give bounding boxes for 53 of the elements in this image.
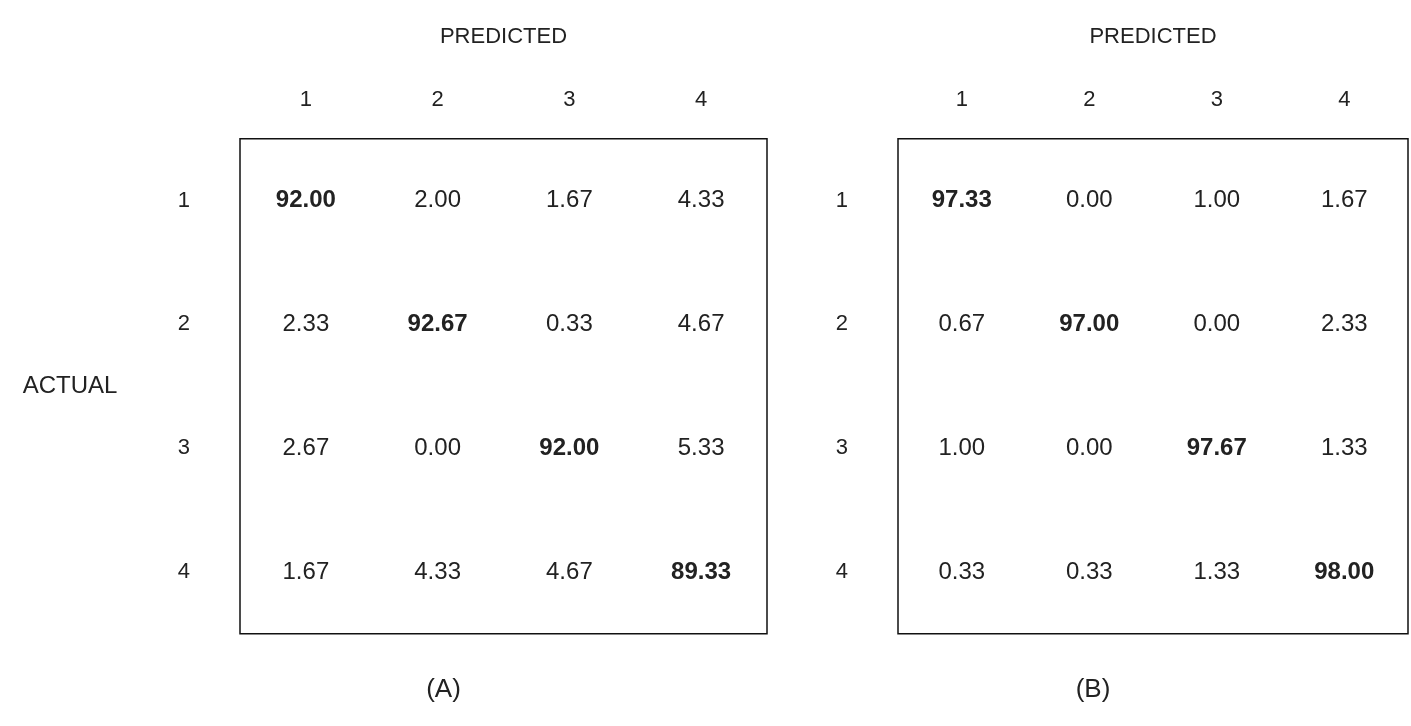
y-tick-label: 2 — [835, 310, 848, 336]
x-tick-label: 4 — [1338, 85, 1351, 111]
data-label: 1.67 — [1320, 185, 1368, 213]
data-label: 92.00 — [275, 185, 336, 213]
y-tick-label: 1 — [177, 186, 190, 212]
data-label: 0.00 — [1065, 185, 1113, 213]
y-tick-label: 1 — [835, 186, 848, 212]
data-label: 5.33 — [677, 432, 725, 460]
x-axis-title: PREDICTED — [1089, 23, 1217, 49]
data-label: 4.33 — [677, 185, 725, 213]
data-label: 2.33 — [282, 309, 330, 337]
data-label: 97.67 — [1186, 432, 1247, 460]
data-label: 4.67 — [677, 309, 725, 337]
x-tick-label: 2 — [431, 85, 444, 111]
data-label: 1.67 — [546, 185, 593, 213]
y-tick-label: 4 — [177, 557, 190, 583]
x-axis-title: PREDICTED — [439, 23, 568, 49]
data-label: 2.00 — [414, 185, 461, 213]
data-label: 98.00 — [1314, 556, 1375, 584]
x-tick-label: 1 — [299, 85, 312, 111]
data-label: 97.33 — [931, 185, 992, 213]
text: (A) — [426, 672, 461, 703]
data-label: 4.33 — [414, 556, 461, 584]
x-tick-label: 3 — [563, 85, 576, 111]
text: (B) — [1075, 672, 1111, 703]
data-label: 89.33 — [671, 556, 732, 584]
data-label: 1.00 — [1193, 185, 1241, 213]
data-label: 1.33 — [1193, 556, 1241, 584]
data-label: 1.33 — [1320, 432, 1368, 460]
data-label: 0.33 — [546, 309, 593, 337]
y-axis-title: ACTUAL — [22, 370, 118, 398]
data-label: 0.00 — [414, 432, 461, 460]
x-tick-label: 1 — [955, 85, 968, 111]
y-tick-label: 3 — [835, 434, 848, 460]
data-label: 0.00 — [1065, 432, 1113, 460]
y-tick-label: 4 — [835, 557, 848, 583]
data-label: 97.00 — [1059, 309, 1120, 337]
data-label: 0.33 — [1065, 556, 1113, 584]
data-label: 1.00 — [938, 432, 986, 460]
x-tick-label: 4 — [695, 85, 708, 111]
data-label: 92.00 — [539, 432, 600, 460]
data-label: 2.67 — [282, 432, 330, 460]
data-label: 0.00 — [1193, 309, 1241, 337]
data-label: 0.33 — [938, 556, 986, 584]
y-tick-label: 3 — [177, 434, 190, 460]
x-tick-label: 2 — [1083, 85, 1096, 111]
data-label: 92.67 — [407, 309, 468, 337]
x-tick-label: 3 — [1210, 85, 1223, 111]
y-tick-label: 2 — [177, 310, 190, 336]
data-label: 2.33 — [1320, 309, 1368, 337]
data-label: 0.67 — [938, 309, 986, 337]
data-label: 4.67 — [546, 556, 593, 584]
data-label: 1.67 — [282, 556, 330, 584]
